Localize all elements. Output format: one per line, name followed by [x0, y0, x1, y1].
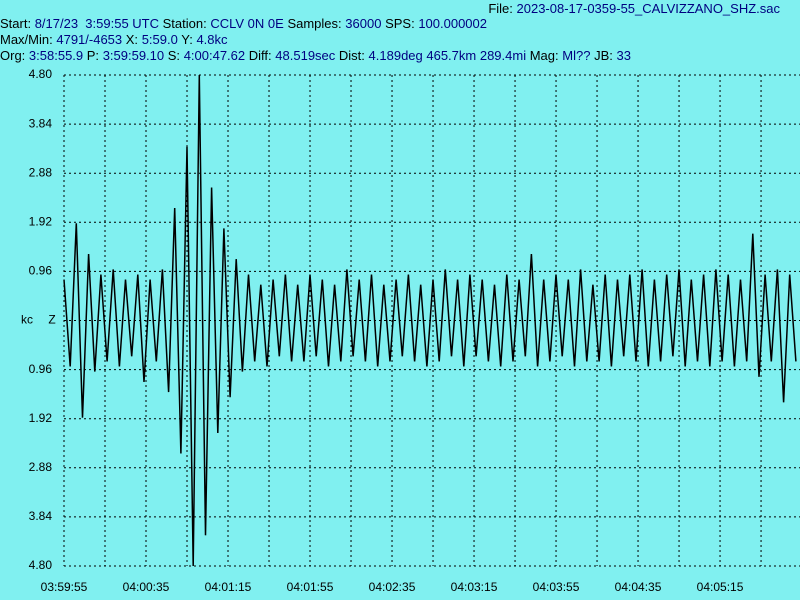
field-value: 5:59.0 [141, 32, 178, 47]
field-label: JB: [594, 48, 613, 63]
field-value: CCLV 0N 0E [210, 16, 284, 31]
y-tick-label: 2.88 [29, 460, 53, 474]
field-value: 4:00:47.62 [183, 48, 246, 63]
x-tick-label: 04:04:35 [615, 580, 662, 594]
field-label: Samples: [287, 16, 342, 31]
field-label: S: [167, 48, 181, 63]
channel-label: Z [48, 313, 55, 327]
x-tick-label: 04:03:55 [533, 580, 580, 594]
field-label: Diff: [248, 48, 272, 63]
y-tick-label: 1.92 [29, 214, 53, 228]
field-value: 3:58:55.9 [28, 48, 84, 63]
field-value: 33 [616, 48, 631, 63]
x-tick-label: 04:01:15 [205, 580, 252, 594]
field-label: Mag: [529, 48, 559, 63]
field-value: 2023-08-17-0359-55_CALVIZZANO_SHZ.sac [516, 1, 781, 16]
field-value: 48.519sec [275, 48, 336, 63]
x-tick-label: 04:02:35 [369, 580, 416, 594]
field-label: P: [86, 48, 100, 63]
y-tick-label: 3.84 [29, 116, 53, 130]
x-tick-label: 04:03:15 [451, 580, 498, 594]
field-value: 8/17/23 3:59:55 UTC [34, 16, 160, 31]
info-line: Start: 8/17/23 3:59:55 UTC Station: CCLV… [0, 16, 491, 32]
y-tick-label: 0.96 [29, 362, 53, 376]
y-tick-label: 4.80 [29, 558, 53, 572]
y-tick-label: 3.84 [29, 509, 53, 523]
x-tick-label: 04:05:15 [697, 580, 744, 594]
x-tick-label: 03:59:55 [41, 580, 88, 594]
field-value: 4.8kc [196, 32, 228, 47]
x-tick-label: 04:01:55 [287, 580, 334, 594]
info-line: Max/Min: 4791/-4653 X: 5:59.0 Y: 4.8kc [0, 32, 231, 48]
field-label: Start: [0, 16, 32, 31]
field-value: Ml?? [562, 48, 591, 63]
waveform [63, 74, 797, 567]
y-tick-label: 4.80 [29, 67, 53, 81]
field-label: Y: [181, 32, 193, 47]
file-line: File: 2023-08-17-0359-55_CALVIZZANO_SHZ.… [488, 1, 780, 17]
field-label: Org: [0, 48, 26, 63]
info-line: Org: 3:58:55.9 P: 3:59:59.10 S: 4:00:47.… [0, 48, 635, 64]
field-value: 100.000002 [418, 16, 487, 31]
y-tick-label: 1.92 [29, 411, 53, 425]
field-value: 4.189deg 465.7km 289.4mi [368, 48, 527, 63]
x-tick-label: 04:00:35 [123, 580, 170, 594]
field-label: Max/Min: [0, 32, 53, 47]
field-value: 4791/-4653 [56, 32, 123, 47]
field-label: SPS: [385, 16, 415, 31]
field-label: Dist: [338, 48, 365, 63]
field-label: X: [125, 32, 139, 47]
field-label: Station: [162, 16, 207, 31]
field-label: File: [488, 1, 513, 16]
y-tick-label: 2.88 [29, 165, 53, 179]
y-tick-label: 0.96 [29, 264, 53, 278]
field-value: 36000 [345, 16, 382, 31]
y-axis-label: kc [21, 313, 33, 327]
field-value: 3:59:59.10 [102, 48, 165, 63]
